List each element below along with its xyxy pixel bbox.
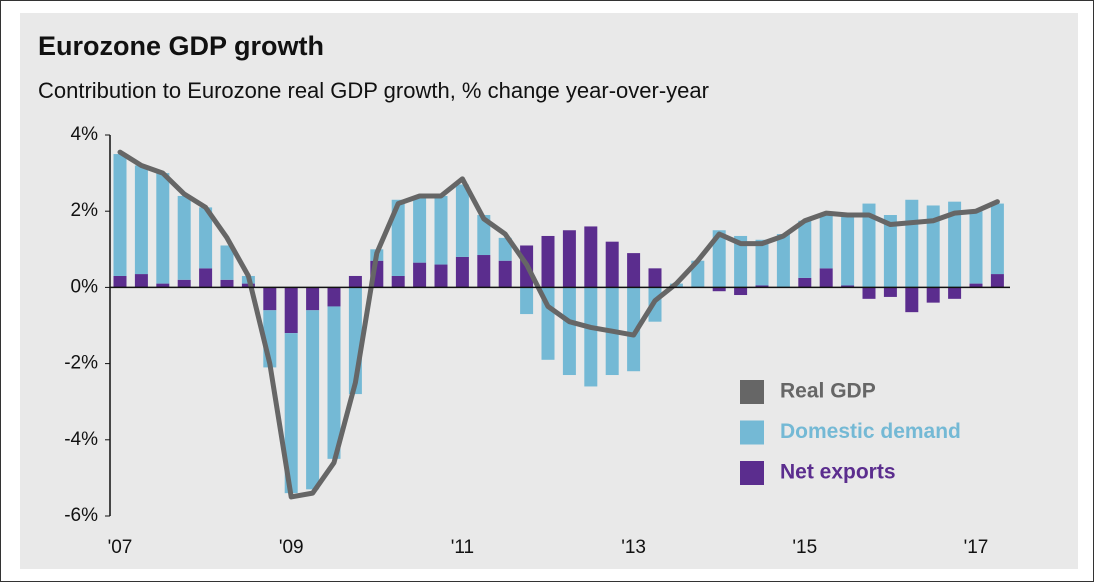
bar — [434, 264, 448, 288]
bar — [712, 230, 726, 288]
bar — [948, 287, 962, 299]
bar — [798, 277, 812, 288]
chart-title: Eurozone GDP growth — [38, 31, 324, 61]
bar — [841, 285, 855, 288]
bar — [605, 241, 619, 288]
bar — [413, 195, 427, 263]
bar — [990, 203, 1004, 275]
bar — [477, 215, 491, 256]
bar — [498, 237, 512, 261]
bar — [734, 287, 748, 296]
x-tick-label: '15 — [792, 537, 817, 558]
bar — [883, 287, 897, 297]
bar — [455, 256, 469, 288]
bar — [562, 230, 576, 288]
bar — [177, 195, 191, 280]
bar — [263, 287, 277, 311]
bar — [755, 239, 769, 286]
bar — [905, 199, 919, 288]
bar — [776, 234, 790, 288]
bar — [156, 173, 170, 284]
legend-swatch — [740, 420, 764, 445]
bar — [134, 274, 148, 288]
bar — [541, 235, 555, 288]
x-tick-label: '07 — [108, 537, 133, 558]
bar — [327, 306, 341, 459]
bar — [926, 205, 940, 288]
y-tick-label: -6% — [64, 505, 98, 526]
bar — [477, 255, 491, 288]
bar — [819, 213, 833, 269]
bar — [284, 333, 298, 494]
bar — [712, 287, 726, 292]
bar — [755, 285, 769, 288]
bar — [306, 310, 320, 490]
bar — [434, 195, 448, 265]
bar — [562, 287, 576, 376]
y-tick-label: 0% — [71, 276, 99, 297]
legend-label: Domestic demand — [780, 420, 961, 443]
bar — [969, 283, 983, 288]
bar — [584, 226, 598, 288]
chart-subtitle: Contribution to Eurozone real GDP growth… — [38, 78, 709, 103]
bar — [926, 287, 940, 303]
bar — [220, 245, 234, 280]
bar — [391, 275, 405, 288]
legend-swatch — [740, 380, 764, 404]
bar — [177, 279, 191, 288]
bar — [841, 216, 855, 286]
legend-swatch — [740, 461, 764, 485]
bar — [327, 287, 341, 307]
bar — [627, 287, 641, 372]
bar — [627, 253, 641, 288]
legend-label: Net exports — [780, 461, 896, 484]
bar — [905, 287, 919, 313]
bar — [134, 165, 148, 275]
legend-label: Real GDP — [780, 380, 876, 403]
bar — [455, 184, 469, 257]
x-tick-label: '09 — [279, 537, 304, 558]
bar — [199, 207, 213, 269]
y-tick-label: 2% — [71, 200, 99, 221]
bar — [862, 287, 876, 299]
bar — [520, 287, 534, 315]
bar — [113, 154, 127, 276]
bar — [199, 268, 213, 288]
bar — [648, 268, 662, 288]
bar — [391, 199, 405, 276]
x-tick-label: '13 — [621, 537, 646, 558]
x-tick-label: '11 — [451, 537, 474, 558]
line — [117, 149, 1000, 500]
bar — [883, 215, 897, 288]
bar — [584, 287, 598, 387]
bar — [348, 275, 362, 288]
bar — [156, 283, 170, 288]
bar — [113, 275, 127, 288]
bar — [798, 220, 812, 278]
bar — [220, 279, 234, 288]
y-tick-label: -4% — [64, 429, 98, 450]
y-tick-label: -2% — [64, 353, 98, 374]
bar — [306, 287, 320, 311]
bar — [990, 274, 1004, 288]
bar — [734, 235, 748, 288]
bar — [819, 268, 833, 288]
bar — [969, 211, 983, 284]
y-tick-label: 4% — [71, 124, 99, 145]
bar — [413, 262, 427, 288]
bar — [498, 260, 512, 288]
bar — [284, 287, 298, 334]
x-tick-label: '17 — [964, 537, 989, 558]
bar — [948, 201, 962, 288]
bar — [862, 203, 876, 288]
